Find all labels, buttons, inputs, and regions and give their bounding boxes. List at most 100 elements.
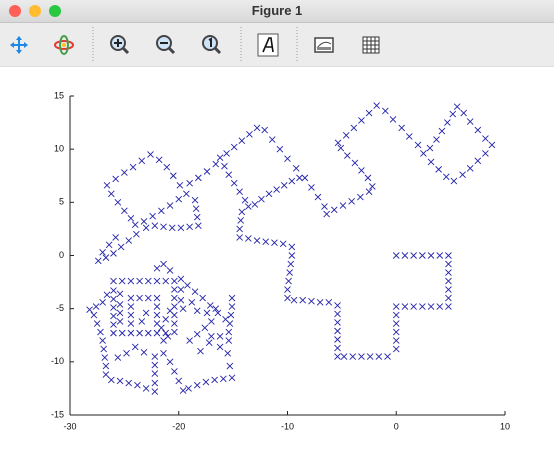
zoom-button[interactable] [49, 5, 61, 17]
marker [253, 237, 261, 244]
marker [438, 127, 446, 135]
marker [191, 196, 199, 204]
marker [199, 294, 206, 302]
marker [258, 195, 265, 203]
marker [392, 303, 400, 310]
grid-tool[interactable] [362, 36, 380, 54]
marker [186, 179, 193, 187]
marker [175, 195, 183, 203]
marker [169, 172, 177, 180]
marker [253, 124, 261, 132]
marker [144, 294, 152, 302]
marker [216, 343, 224, 351]
marker [427, 303, 435, 310]
marker [153, 311, 161, 319]
marker [349, 353, 357, 360]
marker [288, 177, 296, 185]
marker [334, 302, 341, 309]
marker [365, 188, 373, 196]
marker [216, 154, 224, 161]
marker [401, 252, 409, 259]
zoom-reset-tool[interactable] [202, 35, 222, 55]
marker [216, 332, 224, 340]
marker [334, 327, 341, 335]
marker [110, 329, 117, 337]
marker [127, 277, 135, 285]
marker [102, 371, 110, 378]
marker [125, 379, 133, 387]
minimize-button[interactable] [29, 5, 41, 17]
marker [110, 295, 117, 303]
marker [99, 248, 106, 256]
pan-tool[interactable] [10, 36, 28, 54]
close-button[interactable] [9, 5, 21, 17]
marker [188, 298, 196, 306]
marker [436, 252, 444, 259]
marker [208, 318, 215, 325]
marker [238, 208, 246, 216]
marker [168, 224, 176, 232]
marker [444, 119, 451, 126]
marker [183, 190, 190, 198]
y-tick-label: 0 [59, 250, 64, 260]
marker [450, 177, 458, 185]
marker [314, 193, 322, 201]
marker [466, 118, 474, 125]
marker [445, 286, 452, 293]
marker [114, 199, 122, 206]
marker [166, 202, 174, 209]
marker [193, 307, 201, 315]
marker [93, 320, 101, 327]
marker [127, 214, 135, 222]
marker [110, 250, 117, 257]
marker [153, 329, 161, 337]
zoom-out-tool[interactable] [156, 35, 176, 55]
marker [334, 139, 342, 147]
rotate-tool[interactable] [54, 35, 74, 55]
marker [153, 264, 161, 272]
marker [225, 337, 233, 344]
marker [474, 126, 482, 134]
marker [241, 196, 249, 204]
title-bar: Figure 1 [0, 0, 554, 23]
marker [392, 252, 400, 259]
marker [334, 336, 341, 343]
zoom-in-tool[interactable] [110, 35, 130, 55]
marker [262, 238, 270, 245]
y-tick-label: -15 [51, 409, 64, 419]
y-tick-label: 15 [54, 90, 64, 100]
marker [160, 260, 167, 268]
marker [185, 385, 192, 392]
marker [153, 303, 161, 310]
marker [358, 117, 365, 124]
marker [186, 337, 193, 344]
marker [118, 329, 126, 337]
marker [224, 350, 232, 357]
plot-area: -30 -20 -10 0 10 -15 -10 -5 0 5 10 15 [51, 90, 510, 431]
marker [134, 381, 141, 389]
marker [116, 301, 124, 308]
marker [136, 277, 143, 285]
marker [375, 353, 383, 360]
marker [136, 294, 143, 302]
marker [474, 157, 482, 165]
marker [121, 169, 128, 176]
marker [445, 303, 452, 310]
text-tool[interactable] [257, 33, 279, 57]
marker [129, 163, 137, 171]
marker [236, 234, 243, 241]
marker [453, 103, 461, 110]
marker [392, 328, 400, 336]
marker [205, 339, 213, 347]
axes-tool[interactable] [314, 37, 334, 53]
marker [118, 277, 126, 285]
marker [334, 353, 341, 360]
marker [220, 375, 227, 383]
marker [392, 345, 400, 353]
marker [373, 102, 380, 109]
marker [246, 130, 253, 138]
marker [133, 230, 140, 238]
marker [186, 223, 193, 231]
marker [193, 213, 201, 221]
